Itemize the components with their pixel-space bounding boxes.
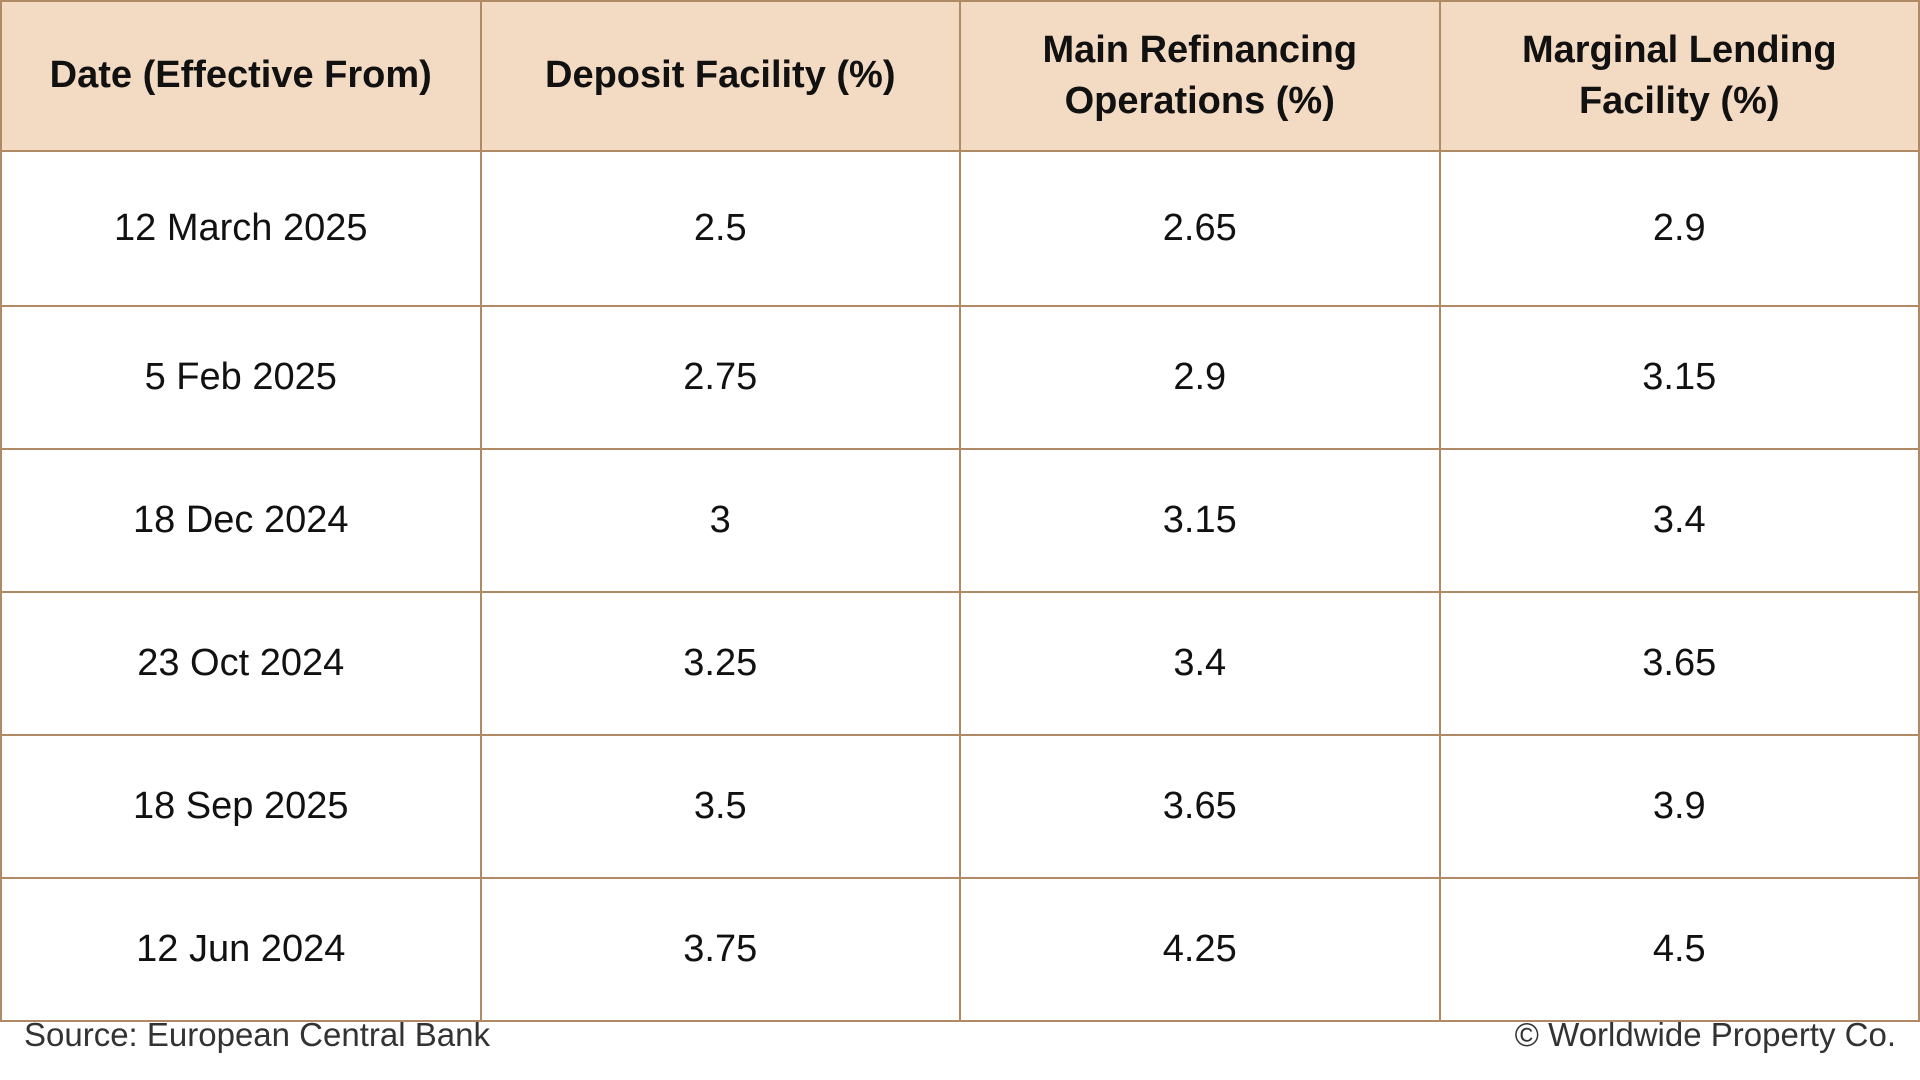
rates-table: Date (Effective From) Deposit Facility (%… <box>0 0 1920 1022</box>
rate-cell: 3.65 <box>959 734 1441 879</box>
table-row: 18 Sep 2025 3.5 3.65 3.9 <box>0 734 1920 879</box>
table-row: 5 Feb 2025 2.75 2.9 3.15 <box>0 305 1920 450</box>
rate-cell: 2.9 <box>959 305 1441 450</box>
date-cell: 23 Oct 2024 <box>0 591 482 736</box>
rate-cell: 3.4 <box>959 591 1441 736</box>
header-row: Date (Effective From) Deposit Facility (%… <box>0 0 1920 152</box>
rate-cell: 4.5 <box>1438 877 1920 1022</box>
rate-cell: 3.65 <box>1438 591 1920 736</box>
column-header: Date (Effective From) <box>0 0 482 152</box>
footer: Source: European Central Bank © Worldwid… <box>0 1012 1920 1062</box>
rate-cell: 3.75 <box>479 877 961 1022</box>
column-header: Main Refinancing Operations (%) <box>959 0 1441 152</box>
table-header: Date (Effective From) Deposit Facility (%… <box>0 0 1920 152</box>
rate-cell: 2.5 <box>479 150 961 307</box>
date-cell: 12 March 2025 <box>0 150 482 307</box>
table-row: 12 Jun 2024 3.75 4.25 4.5 <box>0 877 1920 1022</box>
rate-cell: 4.25 <box>959 877 1441 1022</box>
source-note: Source: European Central Bank <box>24 1016 490 1053</box>
table-row: 18 Dec 2024 3 3.15 3.4 <box>0 448 1920 593</box>
date-cell: 18 Sep 2025 <box>0 734 482 879</box>
date-cell: 18 Dec 2024 <box>0 448 482 593</box>
rate-cell: 3.4 <box>1438 448 1920 593</box>
rate-cell: 3.25 <box>479 591 961 736</box>
rate-cell: 2.75 <box>479 305 961 450</box>
rate-cell: 2.65 <box>959 150 1441 307</box>
rate-cell: 2.9 <box>1438 150 1920 307</box>
rate-cell: 3 <box>479 448 961 593</box>
copyright-note: © Worldwide Property Co. <box>1514 1016 1896 1053</box>
rate-cell: 3.15 <box>1438 305 1920 450</box>
rate-cell: 3.9 <box>1438 734 1920 879</box>
column-header: Marginal Lending Facility (%) <box>1438 0 1920 152</box>
table-row: 12 March 2025 2.5 2.65 2.9 <box>0 150 1920 307</box>
table-body: 12 March 2025 2.5 2.65 2.9 5 Feb 2025 2.75 2.9… <box>0 150 1920 1022</box>
rate-cell: 3.15 <box>959 448 1441 593</box>
date-cell: 5 Feb 2025 <box>0 305 482 450</box>
rate-cell: 3.5 <box>479 734 961 879</box>
date-cell: 12 Jun 2024 <box>0 877 482 1022</box>
column-header: Deposit Facility (%) <box>479 0 961 152</box>
table-row: 23 Oct 2024 3.25 3.4 3.65 <box>0 591 1920 736</box>
